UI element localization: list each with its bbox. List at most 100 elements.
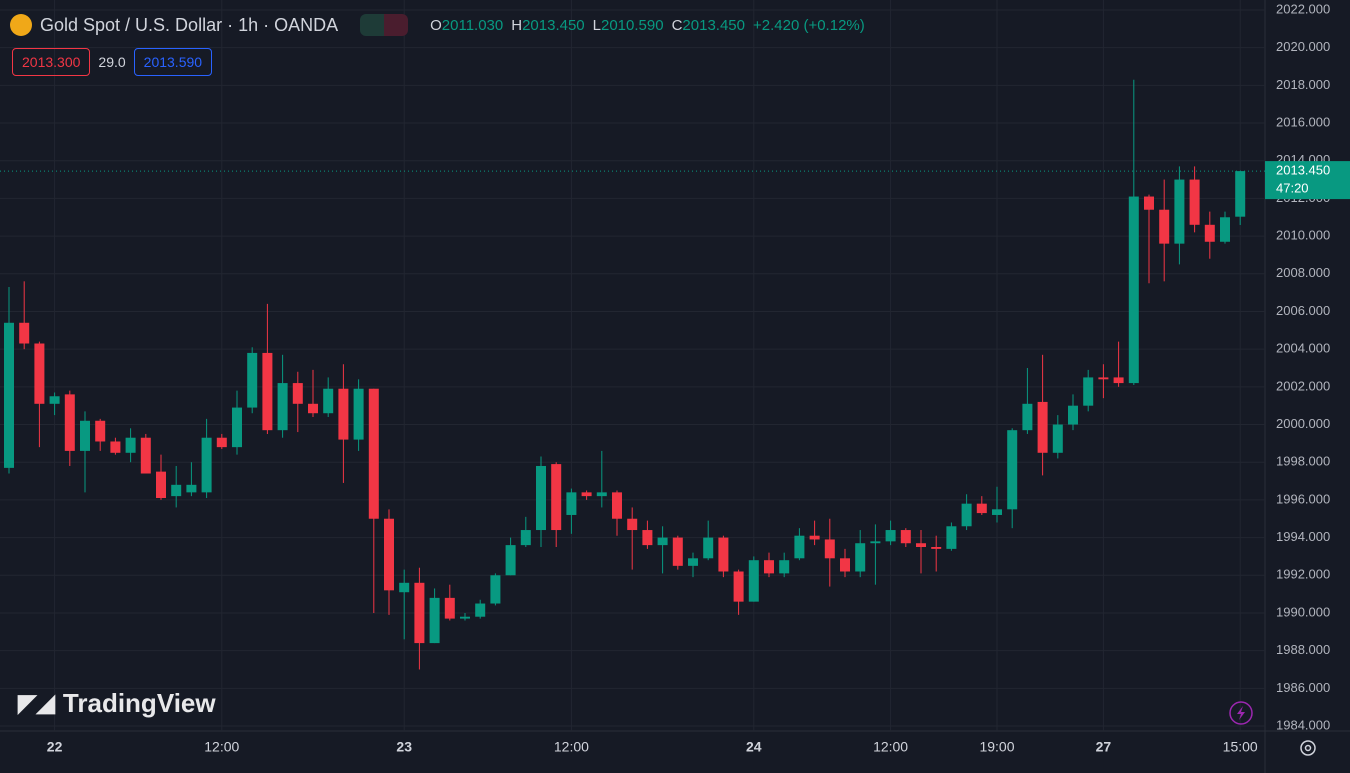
- candle-body: [612, 492, 622, 519]
- candle-body: [885, 530, 896, 542]
- candle-body: [384, 518, 394, 591]
- candle-body: [961, 503, 972, 527]
- last-price-label: 2013.450: [1276, 163, 1330, 178]
- x-tick-label: 27: [1096, 739, 1112, 755]
- candle-body: [475, 603, 486, 617]
- candle-body: [1189, 179, 1200, 225]
- candle-body: [292, 383, 303, 404]
- open-label: O: [430, 16, 442, 34]
- candle-body: [551, 464, 562, 531]
- y-tick-label: 1990.000: [1276, 604, 1330, 619]
- high-value: 2013.450: [522, 16, 585, 34]
- watermark-logo: ◤◢: [18, 690, 55, 717]
- candle-body: [1098, 377, 1109, 380]
- y-tick-label: 2010.000: [1276, 228, 1330, 243]
- y-tick-label: 2004.000: [1276, 341, 1330, 356]
- symbol-title[interactable]: Gold Spot / U.S. Dollar · 1h · OANDA: [40, 14, 339, 35]
- candle-body: [140, 437, 151, 474]
- candle-body: [672, 537, 683, 566]
- candle-body: [95, 420, 106, 442]
- x-tick-label: 12:00: [554, 739, 589, 755]
- y-tick-label: 1996.000: [1276, 491, 1330, 506]
- candle-body: [64, 394, 75, 451]
- status-toggle[interactable]: [360, 14, 409, 36]
- candle-body: [216, 437, 227, 448]
- buy-button[interactable]: 2013.590: [133, 48, 213, 76]
- close-value: 2013.450: [682, 16, 745, 34]
- candle-body: [779, 560, 790, 574]
- candle-body: [703, 537, 714, 559]
- candle-body: [992, 509, 1002, 515]
- candle-body: [34, 343, 45, 404]
- candle-body: [80, 420, 90, 451]
- candle-body: [1204, 224, 1215, 242]
- x-tick-label: 24: [746, 739, 762, 755]
- open-value: 2011.030: [441, 16, 504, 34]
- spread: 29.0: [98, 54, 126, 70]
- candle-body: [1113, 377, 1124, 384]
- candle-body: [536, 465, 546, 531]
- candle-body: [1174, 179, 1185, 244]
- last-price-box: [1265, 161, 1350, 200]
- y-tick-label: 2018.000: [1276, 77, 1330, 92]
- x-tick-label: 15:00: [1223, 739, 1258, 755]
- candle-body: [247, 352, 258, 408]
- candle-body: [1220, 217, 1230, 242]
- candle-body: [596, 492, 607, 497]
- candle-body: [156, 471, 166, 499]
- candle-body: [748, 560, 759, 602]
- candle-body: [1037, 401, 1048, 453]
- x-tick-label: 12:00: [204, 739, 239, 755]
- watermark: ◤◢ TradingView: [18, 688, 216, 719]
- candle-body: [171, 484, 182, 497]
- y-tick-label: 2006.000: [1276, 303, 1330, 318]
- candle-body: [627, 518, 638, 531]
- settings-icon[interactable]: [1300, 740, 1316, 756]
- y-tick-label: 2002.000: [1276, 378, 1330, 393]
- candle-body: [520, 530, 531, 546]
- axes: 1984.000 1986.000 1988.000 1990.000 1992.000…: [47, 1, 1350, 755]
- candle-body: [399, 582, 410, 593]
- y-tick-label: 1984.000: [1276, 717, 1330, 732]
- candle-body: [323, 388, 334, 414]
- y-tick-label: 1988.000: [1276, 642, 1330, 657]
- header: Gold Spot / U.S. Dollar · 1h · OANDA O20…: [10, 14, 865, 36]
- x-tick-label: 12:00: [873, 739, 908, 755]
- x-tick-label: 23: [396, 739, 412, 755]
- candle-body: [186, 484, 197, 493]
- sell-button[interactable]: 2013.300: [12, 48, 91, 76]
- countdown-label: 47:20: [1276, 181, 1309, 196]
- candle-body: [916, 543, 926, 547]
- candle-body: [1128, 196, 1139, 384]
- y-tick-label: 1986.000: [1276, 680, 1330, 695]
- candle-body: [931, 547, 942, 549]
- candle-body: [460, 616, 470, 619]
- x-tick-label: 22: [47, 739, 63, 755]
- candle-body: [308, 403, 318, 414]
- candle-body: [566, 492, 577, 515]
- candle-body: [4, 322, 14, 468]
- candle-body: [1052, 424, 1063, 453]
- x-tick-label: 19:00: [979, 739, 1014, 755]
- candle-body: [110, 441, 121, 453]
- candle-body: [657, 537, 668, 546]
- candle-body: [49, 396, 60, 404]
- candles: [0, 79, 1265, 670]
- candle-body: [733, 571, 744, 602]
- candle-body: [125, 437, 136, 453]
- candle-body: [946, 526, 957, 549]
- candle-body: [1007, 430, 1018, 510]
- candle-body: [368, 388, 379, 519]
- candle-body: [232, 407, 242, 448]
- y-tick-label: 2008.000: [1276, 265, 1330, 280]
- candle-body: [277, 383, 288, 431]
- lightning-icon[interactable]: [1229, 701, 1253, 725]
- candle-body: [490, 575, 501, 604]
- change-value: +2.420 (+0.12%): [753, 16, 865, 34]
- candle-body: [1068, 405, 1078, 425]
- close-label: C: [671, 16, 683, 34]
- y-tick-label: 2000.000: [1276, 416, 1330, 431]
- trade-buttons: 2013.300 29.0 2013.590: [12, 48, 213, 76]
- symbol-logo: [10, 14, 32, 36]
